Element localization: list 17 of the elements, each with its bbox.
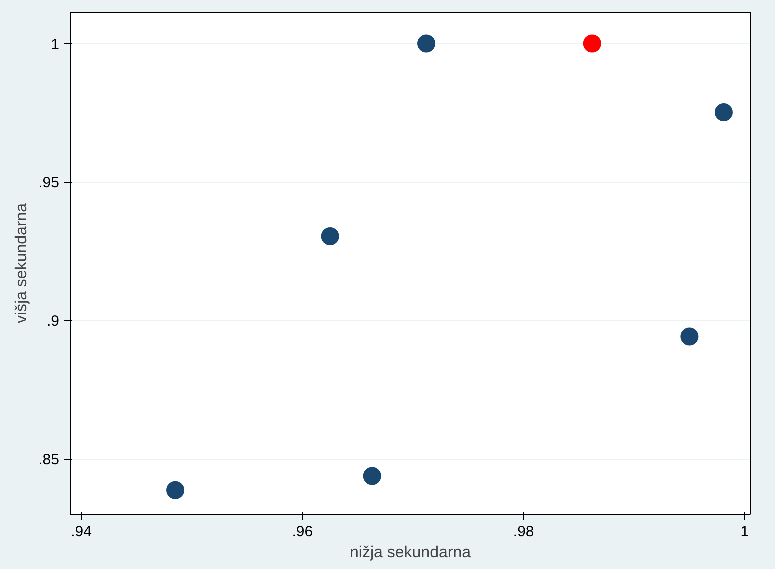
point	[418, 34, 436, 53]
point	[166, 481, 185, 500]
x-tick-label: .94	[71, 524, 92, 540]
x-tick-label: 1	[740, 524, 750, 540]
x-tick-label: .96	[292, 524, 314, 540]
x-axis-title: nižja sekundarna	[350, 544, 472, 562]
y-tick-label: 1	[51, 36, 60, 54]
y-tick-label: .85	[38, 452, 60, 469]
point	[321, 228, 340, 246]
y-tick-label: .9	[46, 313, 60, 330]
point	[583, 34, 602, 53]
y-tick-label: .95	[38, 174, 60, 192]
point	[363, 467, 382, 486]
point	[714, 103, 733, 122]
y-axis-title: višja sekundarna	[14, 203, 31, 324]
point	[680, 328, 699, 346]
x-tick-label: .98	[513, 524, 534, 540]
